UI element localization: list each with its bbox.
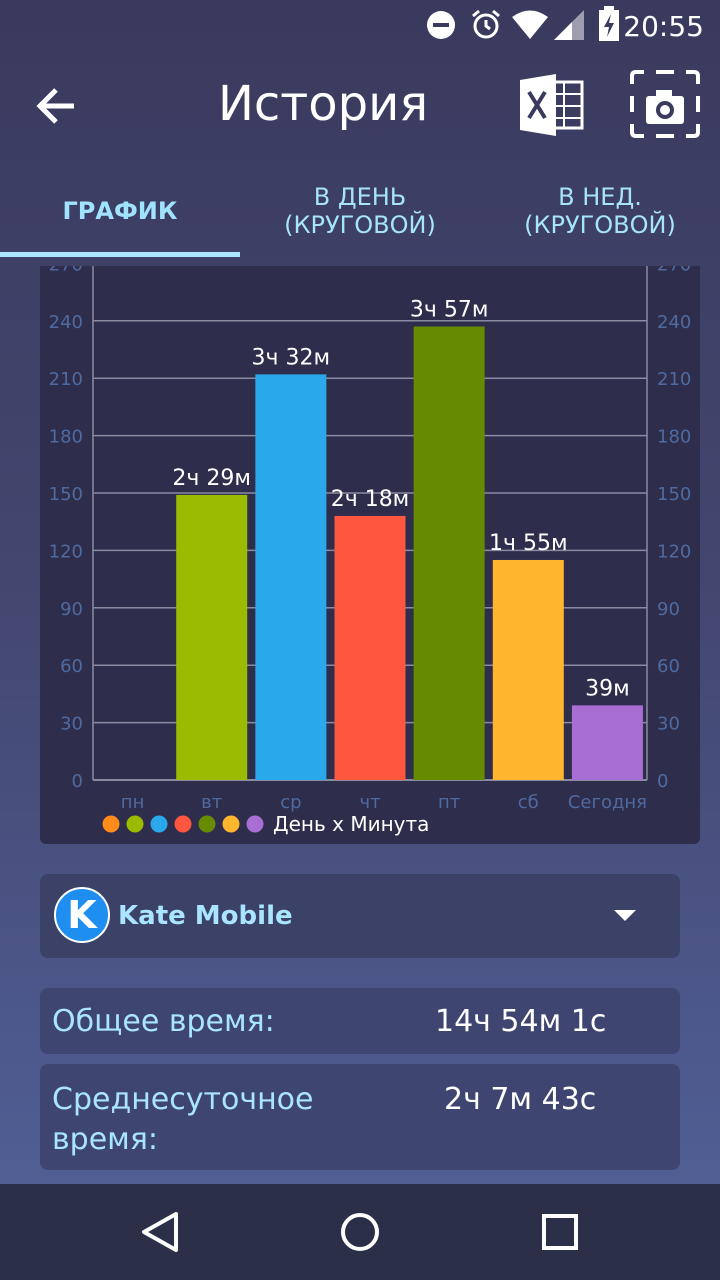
legend-swatch [246, 815, 264, 833]
y-tick-label-right: 90 [657, 599, 680, 620]
tab-bar: ГРАФИК В ДЕНЬ (КРУГОВОЙ) В НЕД. (КРУГОВО… [0, 165, 720, 257]
y-tick-label-left: 240 [49, 312, 83, 333]
y-tick-label-right: 0 [657, 771, 668, 792]
app-selector-dropdown[interactable]: K Kate Mobile [40, 874, 680, 958]
nav-back-button[interactable] [138, 1210, 182, 1254]
tab-chart[interactable]: ГРАФИК [0, 165, 240, 257]
screenshot-button[interactable] [630, 70, 700, 138]
y-tick-label-left: 60 [60, 656, 83, 677]
bar [334, 515, 406, 780]
x-tick-label: Сегодня [568, 792, 647, 813]
bar-data-label: 2ч 29м [172, 466, 251, 491]
chevron-down-icon [614, 910, 636, 921]
nav-recents-icon [542, 1214, 578, 1250]
app-name: Kate Mobile [118, 901, 293, 931]
y-tick-label-left: 180 [49, 427, 83, 448]
signal-icon [554, 10, 584, 40]
arrow-left-icon [36, 88, 74, 124]
system-nav-bar [0, 1184, 720, 1280]
bar [176, 494, 248, 780]
legend-swatch [126, 815, 144, 833]
x-tick-label: ср [280, 792, 301, 813]
x-tick-label: вт [201, 792, 222, 813]
y-tick-label-left: 270 [49, 266, 83, 275]
legend-swatch [150, 815, 168, 833]
y-tick-label-right: 150 [657, 484, 691, 505]
legend-swatch [102, 815, 120, 833]
alarm-icon [472, 9, 500, 39]
tab-label: ГРАФИК [62, 197, 178, 225]
total-time-label: Общее время: [52, 1004, 275, 1039]
y-tick-label-left: 120 [49, 541, 83, 562]
excel-export-icon [520, 74, 584, 136]
y-tick-label-right: 120 [657, 541, 691, 562]
dnd-icon [427, 11, 455, 39]
screenshot-camera-icon [630, 70, 700, 138]
page-title: История [218, 76, 429, 132]
bar-data-label: 3ч 57м [410, 298, 489, 323]
bar [255, 374, 327, 780]
battery-charging-icon [599, 6, 619, 41]
bar [571, 705, 643, 780]
y-tick-label-right: 60 [657, 656, 680, 677]
y-tick-label-left: 0 [72, 771, 83, 792]
legend-swatch [198, 815, 216, 833]
total-time-card: Общее время: 14ч 54м 1с [40, 988, 680, 1054]
tab-per-week-pie[interactable]: В НЕД. (КРУГОВОЙ) [480, 165, 720, 257]
bar-data-label: 39м [585, 676, 630, 701]
legend-swatch [222, 815, 240, 833]
app-logo: K [54, 887, 110, 943]
legend-swatch [174, 815, 192, 833]
y-tick-label-left: 30 [60, 714, 83, 735]
nav-home-button[interactable] [338, 1210, 382, 1254]
bar [492, 559, 564, 780]
bar-data-label: 1ч 55м [489, 531, 568, 556]
y-tick-label-left: 150 [49, 484, 83, 505]
nav-home-icon [341, 1213, 379, 1251]
average-time-value: 2ч 7м 43с [444, 1082, 597, 1117]
tab-label: В ДЕНЬ (КРУГОВОЙ) [284, 183, 436, 239]
y-tick-label-right: 270 [657, 266, 691, 275]
y-tick-label-right: 180 [657, 427, 691, 448]
status-time: 20:55 [623, 10, 704, 43]
x-tick-label: чт [359, 792, 380, 813]
total-time-value: 14ч 54м 1с [435, 1004, 607, 1039]
chart-card: 0 0 30 30 60 60 90 90 120 120 150 150 180 180 210 210 24… [40, 266, 700, 844]
average-time-card: Среднесуточное время: 2ч 7м 43с [40, 1064, 680, 1170]
nav-back-icon [142, 1212, 178, 1252]
average-time-label: Среднесуточное время: [52, 1082, 314, 1157]
legend-label: День х Минута [273, 812, 429, 836]
bar-data-label: 2ч 18м [331, 487, 410, 512]
tab-label: В НЕД. (КРУГОВОЙ) [524, 183, 676, 239]
status-bar: 20:55 [0, 0, 720, 50]
bar [413, 326, 485, 780]
y-tick-label-left: 90 [60, 599, 83, 620]
y-tick-label-left: 210 [49, 369, 83, 390]
y-tick-label-right: 30 [657, 714, 680, 735]
excel-export-button[interactable] [516, 72, 586, 138]
bar-chart: 0 0 30 30 60 60 90 90 120 120 150 150 180 180 210 210 24… [49, 266, 691, 836]
y-tick-label-right: 240 [657, 312, 691, 333]
back-button[interactable] [26, 78, 86, 134]
wifi-icon [512, 10, 548, 39]
tab-indicator [0, 252, 240, 257]
bar-data-label: 3ч 32м [252, 345, 331, 370]
x-tick-label: пт [438, 792, 460, 813]
tab-per-day-pie[interactable]: В ДЕНЬ (КРУГОВОЙ) [240, 165, 480, 257]
app-bar: История [0, 50, 720, 160]
nav-recents-button[interactable] [538, 1210, 582, 1254]
app-logo-letter: K [67, 893, 97, 937]
x-tick-label: сб [518, 792, 539, 813]
x-tick-label: пн [121, 792, 145, 813]
y-tick-label-right: 210 [657, 369, 691, 390]
